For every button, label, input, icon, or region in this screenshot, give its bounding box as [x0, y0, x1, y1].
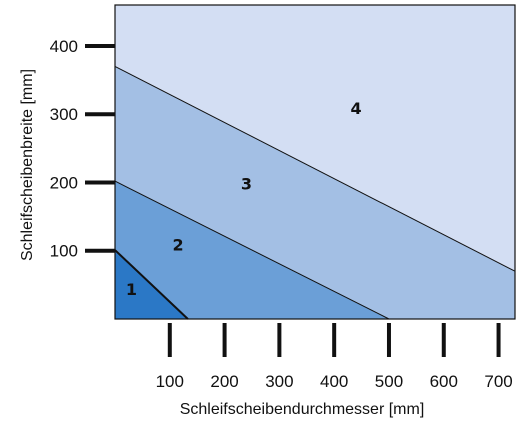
- zones-layer: [115, 5, 515, 319]
- zone-labels: 4 3 2 1: [126, 99, 362, 299]
- x-tick-label: 300: [265, 372, 293, 391]
- x-tick-label: 400: [320, 372, 348, 391]
- y-axis-label: Schleifscheibenbreite [mm]: [19, 69, 36, 261]
- zone-boundary-line: [114, 65, 516, 272]
- zone-boundary-line: [114, 249, 189, 320]
- zone-label-4: 4: [351, 99, 362, 118]
- x-axis-ticks: 100 200 300 400 500 600 700: [156, 323, 513, 391]
- zone-label-2: 2: [172, 236, 183, 255]
- x-tick-label: 700: [484, 372, 512, 391]
- y-tick-label: 400: [50, 37, 78, 56]
- zone-label-1: 1: [126, 280, 137, 299]
- zone-label-3: 3: [241, 174, 252, 193]
- x-tick-label: 500: [375, 372, 403, 391]
- boundaries-layer: [114, 65, 516, 320]
- x-tick-label: 100: [156, 372, 184, 391]
- zone-boundary-line: [114, 180, 390, 320]
- y-axis-ticks: 100 200 300 400: [50, 37, 115, 261]
- x-tick-label: 200: [210, 372, 238, 391]
- x-tick-label: 600: [430, 372, 458, 391]
- y-tick-label: 100: [50, 242, 78, 261]
- y-tick-label: 300: [50, 105, 78, 124]
- y-tick-label: 200: [50, 173, 78, 192]
- plot-frame: [114, 4, 516, 320]
- x-axis-label: Schleifscheibendurchmesser [mm]: [180, 401, 425, 418]
